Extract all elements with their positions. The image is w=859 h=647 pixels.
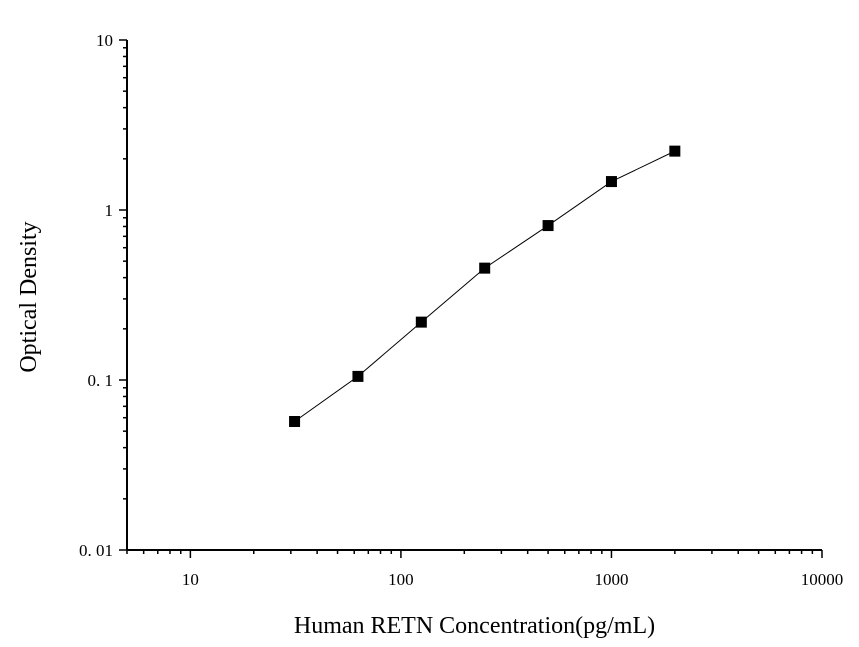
data-point <box>542 220 554 232</box>
y-tick-label: 0. 01 <box>79 541 113 560</box>
axes: 0. 01 0. 1 1 10 10 100 1000 10000 <box>79 31 843 589</box>
y-axis-title: Optical Density <box>16 221 42 372</box>
x-tick-label: 1000 <box>594 570 628 589</box>
x-ticks <box>126 550 823 558</box>
data-point <box>669 145 681 157</box>
x-axis-title: Human RETN Concentration(pg/mL) <box>294 613 655 639</box>
data-point <box>289 416 301 428</box>
curve-line <box>294 150 676 422</box>
data-point <box>479 262 491 274</box>
x-tick-label: 100 <box>388 570 414 589</box>
y-tick-label: 0. 1 <box>88 371 114 390</box>
y-tick-label: 10 <box>96 31 113 50</box>
x-tick-label: 10 <box>182 570 199 589</box>
y-tick-label: 1 <box>105 201 114 220</box>
data-point <box>605 176 617 188</box>
y-tick-labels: 0. 01 0. 1 1 10 <box>79 31 113 560</box>
series-layer <box>289 145 681 428</box>
x-tick-label: 10000 <box>801 570 844 589</box>
data-point <box>415 316 427 328</box>
x-tick-labels: 10 100 1000 10000 <box>182 570 843 589</box>
y-ticks <box>119 39 127 551</box>
data-point <box>352 370 364 382</box>
